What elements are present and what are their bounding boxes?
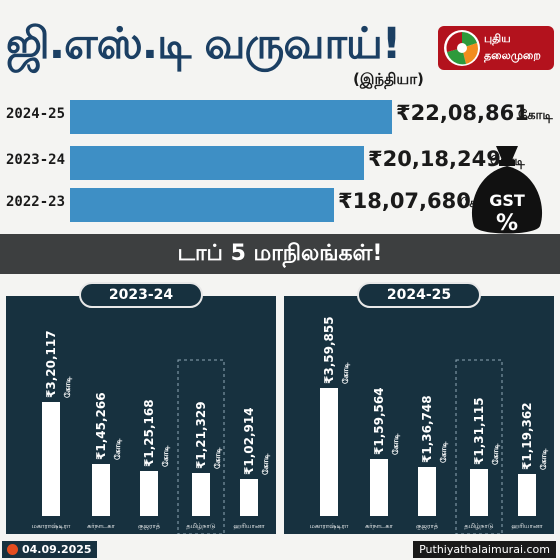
state-unit-label: கோடி <box>261 453 271 475</box>
state-value-label: ₹1,02,914 <box>242 407 256 475</box>
state-unit-label: கோடி <box>491 443 501 465</box>
panel-2024-25: ₹3,59,855 கோடி மகாராஷ்டிரா ₹1,59,564 கோடி கர்… <box>284 296 554 534</box>
state-value-label: ₹1,21,329 <box>194 401 208 469</box>
state-name-label: குஜராத் <box>416 522 439 532</box>
panel-title-2023-24: 2023-24 <box>79 282 203 308</box>
logo-text: புதிய தலைமுறை <box>484 30 552 64</box>
state-name-label: குஜராத் <box>138 522 161 532</box>
logo-emblem-icon <box>444 30 480 66</box>
year-value-label: ₹18,07,680 <box>338 189 471 213</box>
year-bar <box>70 100 392 134</box>
website-link[interactable]: Puthiyathalaimurai.com <box>413 541 556 558</box>
state-name-label: தமிழ்நாடு <box>186 522 215 530</box>
state-name-label: ஹரியானா <box>511 522 543 530</box>
state-value-label: ₹1,25,168 <box>142 399 156 467</box>
state-bar <box>140 471 158 516</box>
year-row: 2024-25 ₹22,08,861 கோடி <box>0 100 560 134</box>
state-name-label: மகாராஷ்டிரா <box>310 522 349 530</box>
top-states-banner: டாப் 5 மாநிலங்கள்! <box>0 234 560 274</box>
state-value-label: ₹1,59,564 <box>372 387 386 455</box>
state-name-label: கர்நாடகா <box>87 522 115 530</box>
highlight-frame <box>177 359 225 534</box>
state-bar <box>470 469 488 516</box>
logo-dot-icon <box>7 544 18 555</box>
state-bar <box>42 402 60 516</box>
year-row: 2022-23₹18,07,680கோடி <box>0 188 560 222</box>
year-value-label: ₹20,18,249 <box>368 147 501 171</box>
state-bar <box>92 464 110 516</box>
state-unit-label: கோடி <box>113 438 123 460</box>
year-label: 2022-23 <box>6 194 66 210</box>
state-value-label: ₹1,19,362 <box>520 402 534 470</box>
state-unit-label: கோடி <box>539 448 549 470</box>
year-unit-label: கோடி <box>518 108 553 123</box>
highlight-frame <box>455 359 503 534</box>
logo-line1: புதிய <box>484 32 511 45</box>
state-value-label: ₹1,31,115 <box>472 397 486 465</box>
state-bar <box>370 459 388 516</box>
state-bar <box>192 473 210 516</box>
state-unit-label: கோடி <box>439 441 449 463</box>
panel-2023-24: ₹3,20,117 கோடி மகாராஷ்டிரா ₹1,45,266 கோடி கர்… <box>6 296 276 534</box>
year-bar <box>70 188 334 222</box>
state-name-label: மகாராஷ்டிரா <box>32 522 71 530</box>
panel-title-2024-25: 2024-25 <box>357 282 481 308</box>
state-bar <box>518 474 536 516</box>
state-bar <box>240 479 258 516</box>
state-value-label: ₹1,45,266 <box>94 392 108 460</box>
date-text: 04.09.2025 <box>22 543 92 556</box>
state-unit-label: கோடி <box>213 447 223 469</box>
logo-line2: தலைமுறை <box>484 49 541 62</box>
gst-money-bag-icon: GST % <box>466 140 548 240</box>
page-subtitle: (இந்தியா) <box>353 70 424 88</box>
state-value-label: ₹3,20,117 <box>44 330 58 398</box>
page-title: ஜி.எஸ்.டி வருவாய்! <box>6 19 401 69</box>
state-unit-label: கோடி <box>63 376 73 398</box>
puthiya-thalaimurai-logo: புதிய தலைமுறை <box>438 26 554 70</box>
bag-percent-text: % <box>496 211 518 236</box>
year-bar <box>70 146 364 180</box>
state-bar <box>320 388 338 516</box>
bag-gst-text: GST <box>489 191 525 210</box>
state-bar <box>418 467 436 516</box>
state-name-label: தமிழ்நாடு <box>464 522 493 530</box>
state-unit-label: கோடி <box>341 362 351 384</box>
state-unit-label: கோடி <box>391 433 401 455</box>
year-label: 2024-25 <box>6 106 66 122</box>
state-name-label: ஹரியானா <box>233 522 265 530</box>
year-value-label: ₹22,08,861 <box>396 101 529 125</box>
year-label: 2023-24 <box>6 152 66 168</box>
state-name-label: கர்நாடகா <box>365 522 393 530</box>
year-row: 2023-24₹20,18,249கோடி <box>0 146 560 180</box>
state-value-label: ₹3,59,855 <box>322 316 336 384</box>
state-value-label: ₹1,36,748 <box>420 395 434 463</box>
date-badge: 04.09.2025 <box>2 541 97 558</box>
states-chart-2023-24: ₹3,20,117 கோடி மகாராஷ்டிரா ₹1,45,266 கோடி கர்… <box>32 330 271 534</box>
states-chart-2024-25: ₹3,59,855 கோடி மகாராஷ்டிரா ₹1,59,564 கோடி கர்… <box>310 316 549 534</box>
state-unit-label: கோடி <box>161 445 171 467</box>
